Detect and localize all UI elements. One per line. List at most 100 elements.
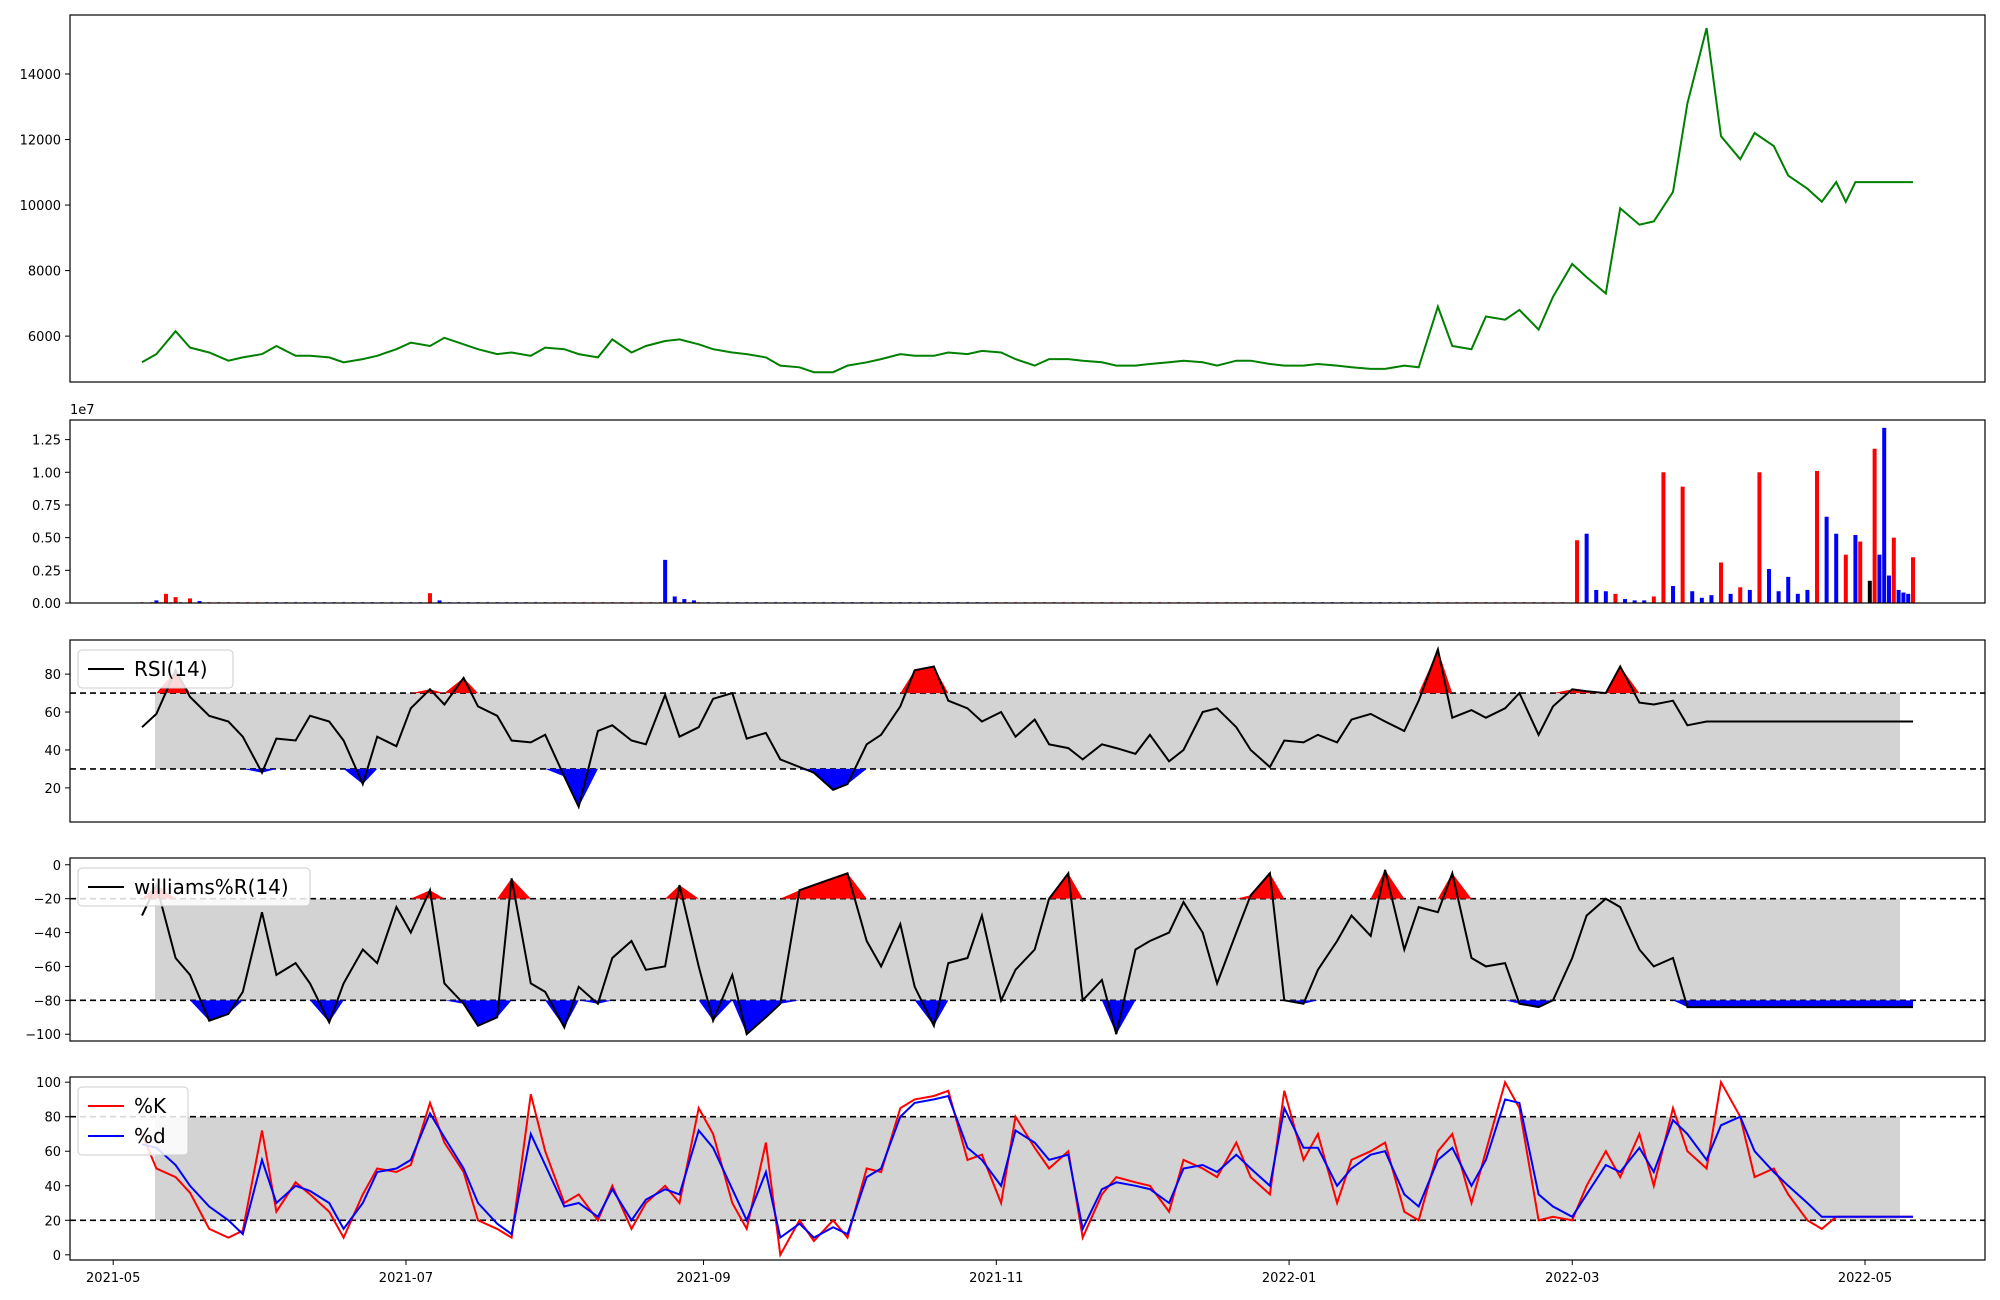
x-tick-label: 2022-05 bbox=[1838, 1271, 1892, 1286]
williams-line bbox=[141, 869, 1913, 1037]
volume-bar bbox=[1584, 533, 1589, 603]
volume-bar bbox=[1680, 486, 1685, 603]
volume-bar bbox=[163, 593, 168, 603]
price-line bbox=[141, 27, 1913, 374]
stochastic-panel: 0 20 40 60 80 100 %K %d 2021-05 2021-07 2021-09 202… bbox=[36, 1076, 1986, 1286]
volume-bar bbox=[1891, 537, 1896, 603]
williams-ytick-label: −60 bbox=[34, 960, 61, 975]
volume-bar bbox=[427, 593, 432, 603]
rsi-panel: 20 40 60 80 RSI(14) bbox=[44, 639, 1986, 823]
volume-bar bbox=[1795, 593, 1800, 603]
rsi-legend-label: RSI(14) bbox=[134, 657, 208, 681]
volume-panel: 0.00 0.25 0.50 0.75 1.00 1.25 1e7 bbox=[32, 403, 1986, 612]
volume-bar bbox=[1824, 516, 1829, 603]
x-tick-label: 2022-03 bbox=[1545, 1271, 1599, 1286]
rsi-ytick-label: 40 bbox=[44, 744, 61, 759]
volume-bar bbox=[154, 600, 159, 603]
volume-bar bbox=[682, 599, 687, 603]
price-panel: 6000 8000 10000 12000 14000 bbox=[20, 14, 1986, 383]
rsi-line bbox=[141, 645, 1913, 810]
volume-bar bbox=[1911, 557, 1916, 603]
price-ytick-label: 14000 bbox=[20, 68, 61, 83]
williams-overbought-fill bbox=[141, 869, 1472, 899]
volume-bar bbox=[1901, 592, 1906, 603]
stochastic-ytick-label: 60 bbox=[44, 1145, 61, 1160]
williams-ytick-label: −20 bbox=[34, 893, 61, 908]
volume-ytick-label: 1.00 bbox=[32, 466, 61, 481]
stochastic-ytick-label: 40 bbox=[44, 1180, 61, 1195]
price-frame bbox=[69, 14, 1986, 383]
rsi-legend bbox=[77, 649, 234, 689]
volume-bar bbox=[1613, 593, 1618, 603]
volume-bar bbox=[1858, 541, 1863, 603]
volume-bar bbox=[1651, 596, 1656, 603]
volume-bar bbox=[1594, 589, 1599, 603]
volume-bar bbox=[1738, 587, 1743, 603]
volume-ytick-label: 0.00 bbox=[32, 597, 61, 612]
volume-ytick-label: 1.25 bbox=[32, 434, 61, 449]
x-tick-label: 2021-07 bbox=[379, 1271, 433, 1286]
x-tick-label: 2021-09 bbox=[676, 1271, 730, 1286]
price-ytick-label: 10000 bbox=[20, 199, 61, 214]
stochastic-k-line bbox=[141, 1079, 1913, 1258]
volume-bar bbox=[1671, 586, 1676, 603]
volume-bar bbox=[1728, 593, 1733, 603]
volume-frame bbox=[69, 419, 1986, 604]
volume-bar bbox=[1867, 580, 1872, 603]
volume-bar bbox=[672, 596, 677, 603]
volume-bar bbox=[197, 601, 202, 603]
x-tick-label: 2022-01 bbox=[1262, 1271, 1316, 1286]
volume-bar bbox=[1877, 554, 1882, 603]
price-ytick-label: 12000 bbox=[20, 134, 61, 149]
volume-bar bbox=[691, 600, 696, 603]
volume-bar bbox=[1882, 427, 1887, 603]
volume-bar bbox=[1642, 600, 1647, 603]
williams-ytick-label: 0 bbox=[53, 859, 61, 874]
stochastic-ytick-label: 100 bbox=[36, 1076, 61, 1091]
volume-bar bbox=[1786, 576, 1791, 603]
volume-scale-label: 1e7 bbox=[70, 403, 95, 418]
volume-bar bbox=[1699, 597, 1704, 603]
volume-bar bbox=[1815, 470, 1820, 603]
volume-bar bbox=[1757, 472, 1762, 603]
volume-bar bbox=[1906, 593, 1911, 603]
volume-bar bbox=[1834, 533, 1839, 603]
williams-legend-label: williams%R(14) bbox=[134, 875, 289, 899]
stochastic-legend bbox=[77, 1086, 189, 1156]
williams-panel: −100 −80 −60 −40 −20 0 williams%R(14) bbox=[25, 857, 1986, 1043]
rsi-oversold-fill bbox=[242, 768, 867, 807]
williams-ytick-label: −100 bbox=[25, 1028, 61, 1043]
rsi-ytick-label: 80 bbox=[44, 668, 61, 683]
volume-bar bbox=[1853, 535, 1858, 603]
volume-bar bbox=[1872, 448, 1877, 603]
stochastic-ytick-label: 0 bbox=[53, 1249, 61, 1264]
volume-bar bbox=[1896, 589, 1901, 603]
volume-bar bbox=[1843, 554, 1848, 603]
volume-ytick-label: 0.50 bbox=[32, 532, 61, 547]
stochastic-band bbox=[155, 1116, 1900, 1221]
stochastic-d-line bbox=[141, 1094, 1913, 1240]
stochastic-ytick-label: 80 bbox=[44, 1111, 61, 1126]
williams-legend bbox=[77, 867, 311, 907]
volume-bar bbox=[1805, 589, 1810, 603]
volume-bar bbox=[437, 600, 442, 603]
volume-bar bbox=[1690, 591, 1695, 603]
volume-bar bbox=[1887, 575, 1892, 603]
x-tick-label: 2021-05 bbox=[86, 1271, 140, 1286]
volume-bar bbox=[187, 598, 192, 603]
volume-bar bbox=[1623, 599, 1628, 603]
volume-bar bbox=[1719, 562, 1724, 603]
x-tick-label: 2021-11 bbox=[969, 1271, 1023, 1286]
williams-oversold-fill bbox=[189, 1000, 1914, 1035]
stochastic-legend-label: %K bbox=[134, 1094, 167, 1118]
stochastic-legend-label: %d bbox=[134, 1124, 166, 1148]
williams-frame bbox=[69, 857, 1986, 1042]
volume-bar bbox=[1575, 540, 1580, 603]
volume-bar bbox=[1747, 589, 1752, 603]
williams-ytick-label: −80 bbox=[34, 994, 61, 1009]
volume-bar bbox=[1767, 569, 1772, 603]
rsi-overbought-fill bbox=[156, 649, 1640, 694]
rsi-band bbox=[155, 693, 1900, 769]
volume-bar bbox=[173, 597, 178, 603]
